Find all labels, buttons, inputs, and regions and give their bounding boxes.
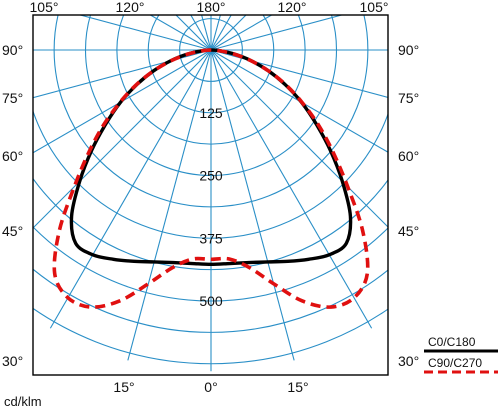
- grid-spoke: [210, 49, 295, 361]
- grid-spoke: [127, 49, 212, 361]
- top-angle-label: 105°: [30, 0, 59, 15]
- bottom-angle-label: 0°: [204, 379, 217, 395]
- legend: C0/C180 C90/C270: [424, 335, 498, 374]
- top-angle-label: 120°: [116, 0, 145, 15]
- right-angle-label: 60°: [398, 148, 419, 164]
- polar-grid: [33, 15, 388, 372]
- unit-label: cd/klm: [4, 394, 42, 409]
- series-c90-c270-curve: [52, 48, 370, 309]
- top-angle-label: 120°: [278, 0, 307, 15]
- top-angle-label: 105°: [360, 0, 389, 15]
- left-angle-label: 30°: [2, 353, 23, 369]
- intensity-curves: [52, 48, 370, 309]
- left-angle-label: 90°: [2, 42, 23, 58]
- legend-label: C0/C180: [428, 335, 476, 349]
- left-angle-labels: 90° 75° 60° 45° 30°: [2, 42, 23, 369]
- plot-frame: [32, 14, 389, 376]
- top-angle-labels: 105° 120° 180° 120° 105°: [30, 0, 389, 15]
- radial-tick-label: 500: [199, 293, 223, 309]
- right-angle-labels: 90° 75° 60° 45° 30°: [398, 42, 419, 369]
- radial-tick-labels: 125 250 375 500: [199, 105, 223, 309]
- grid-spoke: [210, 49, 388, 98]
- left-angle-label: 45°: [2, 223, 23, 239]
- grid-spoke: [210, 15, 273, 51]
- radial-tick-label: 375: [199, 230, 223, 246]
- grid-spoke: [33, 49, 212, 99]
- radial-tick-label: 125: [199, 105, 223, 121]
- left-angle-label: 75°: [2, 90, 23, 106]
- grid-spoke: [149, 15, 212, 51]
- right-angle-label: 90°: [398, 42, 419, 58]
- bottom-angle-label: 15°: [113, 379, 134, 395]
- grid-spoke: [210, 49, 388, 153]
- grid-spoke: [49, 49, 212, 329]
- grid-spoke: [210, 15, 344, 51]
- grid-spoke: [33, 49, 212, 154]
- bottom-angle-labels: 15° 0° 15°: [113, 379, 308, 395]
- grid-spoke: [210, 49, 373, 329]
- grid-spoke: [33, 49, 212, 229]
- right-angle-label: 45°: [398, 223, 419, 239]
- bottom-angle-label: 15°: [287, 379, 308, 395]
- grid-spoke: [210, 49, 388, 228]
- left-angle-label: 60°: [2, 148, 23, 164]
- top-angle-label: 180°: [197, 0, 226, 15]
- radial-tick-label: 250: [199, 168, 223, 184]
- right-angle-label: 30°: [398, 353, 419, 369]
- right-angle-label: 75°: [398, 90, 419, 106]
- grid-spoke: [78, 15, 212, 51]
- legend-label: C90/C270: [428, 356, 482, 370]
